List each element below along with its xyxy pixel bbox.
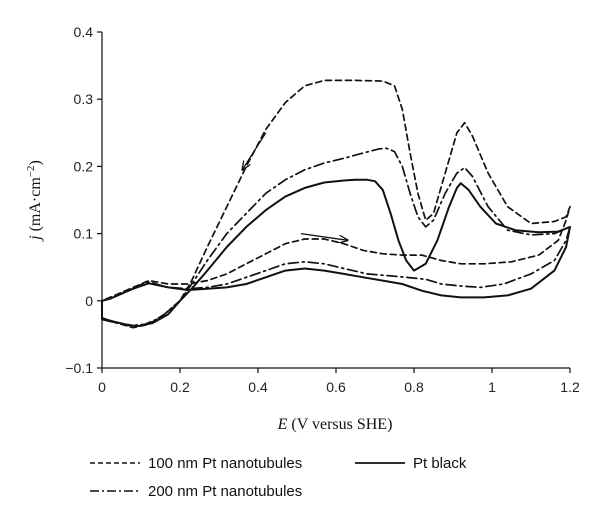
x-tick-label: 1 (488, 379, 496, 395)
y-axis-title: j (mA·cm−2) (25, 160, 44, 242)
x-tick-label: 1.2 (560, 379, 580, 395)
x-tick-label: 0.4 (248, 379, 268, 395)
annotation-layer (242, 132, 348, 241)
legend-item-100nm: 100 nm Pt nanotubules (90, 452, 302, 474)
legend-swatch-dashdot (90, 490, 140, 492)
sweep-direction-arrow (300, 232, 348, 241)
x-tick-label: 0 (98, 379, 106, 395)
y-tick-label: 0.1 (74, 226, 94, 242)
axes: −0.1 0 0.1 0.2 0.3 0.4 0 0.2 0.4 0.6 0.8 1 1.2 (65, 24, 580, 395)
x-tick-label: 0.6 (326, 379, 346, 395)
legend-label: 200 nm Pt nanotubules (148, 482, 303, 500)
series-line-solid (101, 178, 571, 328)
y-tick-label: 0 (85, 293, 93, 309)
legend-item-200nm: 200 nm Pt nanotubules (90, 480, 302, 502)
legend-item-pt-black: Pt black (355, 452, 466, 474)
legend: 100 nm Pt nanotubules Pt black 200 nm Pt… (90, 452, 570, 512)
legend-label: Pt black (413, 454, 467, 472)
legend-label: 100 nm Pt nanotubules (148, 454, 303, 472)
x-tick-label: 0.2 (170, 379, 190, 395)
y-tick-label: 0.2 (74, 158, 94, 174)
series-line-dashed (101, 79, 571, 329)
x-axis-title: E (V versus SHE) (277, 416, 393, 433)
y-tick-label: 0.4 (74, 24, 94, 40)
series-layer (101, 79, 571, 329)
series-line-dashdot (101, 147, 571, 327)
y-tick-label: 0.3 (74, 91, 94, 107)
sweep-direction-arrow (242, 132, 267, 170)
y-tick-label: −0.1 (65, 360, 93, 376)
legend-swatch-solid (355, 462, 405, 464)
x-tick-label: 0.8 (404, 379, 424, 395)
cyclic-voltammogram-chart: −0.1 0 0.1 0.2 0.3 0.4 0 0.2 0.4 0.6 0.8 1 1.2 E (V … (25, 24, 580, 433)
legend-swatch-dashed (90, 462, 140, 464)
